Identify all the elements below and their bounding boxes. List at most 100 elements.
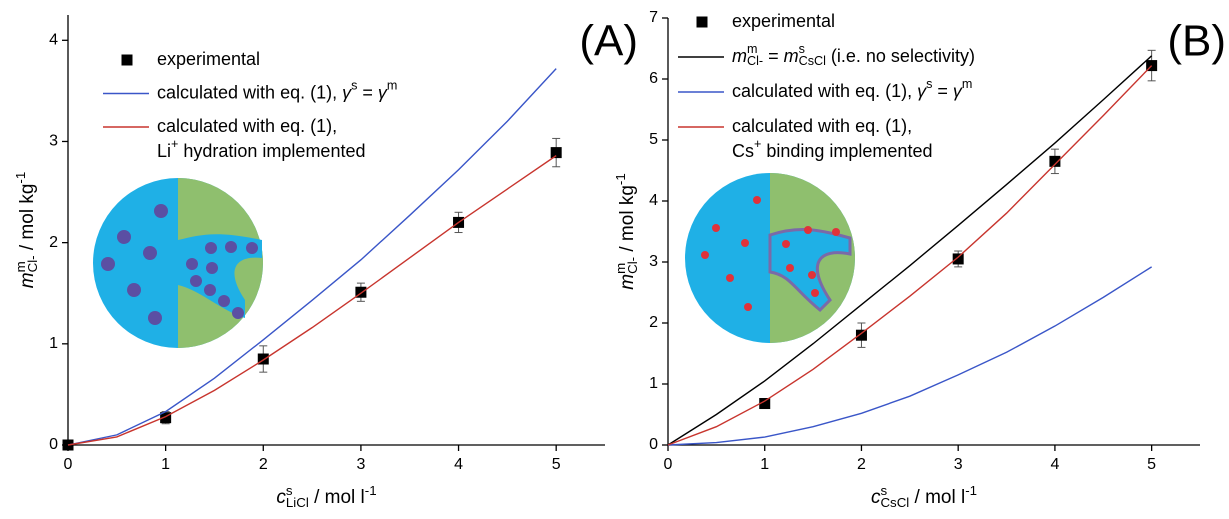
legend-label: mm Cl- = ms CsCl (i.e. no selectivity) — [732, 42, 975, 68]
series-line — [667, 266, 1153, 446]
y-tick-label: 5 — [649, 131, 658, 148]
legend-label: calculated with eq. (1), — [732, 116, 912, 136]
inset-b — [685, 173, 855, 343]
x-tick-label: 2 — [259, 456, 268, 473]
text-part: / mol l — [909, 487, 965, 508]
series-line — [667, 65, 1153, 446]
x-tick-label: 4 — [1050, 456, 1059, 473]
y-tick-label: 0 — [49, 436, 58, 453]
text-part: calculated with eq. (1), — [732, 116, 912, 136]
text-part: m — [387, 79, 398, 93]
text-part: (i.e. no selectivity) — [826, 46, 975, 66]
inset-channel — [768, 227, 852, 313]
text-part: m — [732, 46, 747, 66]
y-axis-label: mmCl- / mol kg-1 — [613, 173, 640, 289]
x-tick-label: 4 — [454, 456, 463, 473]
text-part: m — [962, 77, 973, 91]
panel-label: (B) — [1167, 17, 1226, 66]
text-part: Cl- — [25, 255, 40, 272]
text-part: m — [613, 263, 628, 274]
y-tick-label: 7 — [649, 9, 658, 26]
text-part: Cl- — [747, 54, 763, 68]
series-line — [67, 68, 557, 446]
legend-label: calculated with eq. (1), γs = γm — [157, 79, 397, 102]
legend-label: Cs+ binding implemented — [732, 137, 932, 160]
text-part: -1 — [965, 483, 977, 498]
data-point — [257, 353, 269, 365]
text-part: = — [763, 46, 784, 66]
text-part: LiCl — [286, 495, 309, 510]
text-part: m — [747, 42, 758, 56]
legend-label: Li+ hydration implemented — [157, 137, 365, 160]
x-tick-label: 1 — [161, 456, 170, 473]
text-part: + — [754, 137, 761, 151]
data-point — [759, 398, 771, 410]
y-tick-label: 3 — [49, 133, 58, 150]
text-part: CsCl — [799, 54, 826, 68]
inset-ions — [701, 196, 840, 311]
text-part: calculated with eq. (1), — [732, 81, 917, 101]
y-tick-label: 3 — [649, 253, 658, 270]
y-axis-label: mmCl- / mol kg-1 — [13, 172, 40, 288]
data-point — [1049, 155, 1061, 167]
text-part: γ — [342, 82, 352, 102]
x-axis-label: cs CsCl / mol l-1 — [871, 483, 977, 510]
data-point — [952, 253, 964, 265]
legend-marker — [696, 16, 708, 28]
text-part: γ — [953, 81, 963, 101]
text-part: m — [784, 46, 799, 66]
inset-channel — [178, 234, 262, 318]
text-part: / mol l — [309, 487, 365, 508]
text-part: calculated with eq. (1), — [157, 82, 342, 102]
text-part: -1 — [365, 483, 377, 498]
text-part: s — [286, 483, 293, 498]
text-part: = — [357, 82, 378, 102]
panel-label: (A) — [579, 17, 638, 66]
x-tick-label: 5 — [1147, 456, 1156, 473]
inset-a — [93, 178, 263, 348]
series-line — [67, 155, 557, 446]
y-tick-label: 1 — [49, 335, 58, 352]
y-tick-label: 4 — [49, 32, 58, 49]
x-tick-label: 3 — [356, 456, 365, 473]
x-tick-label: 0 — [64, 456, 73, 473]
text-part: / mol kg — [617, 185, 638, 257]
x-axis-label: cs LiCl / mol l-1 — [276, 483, 376, 510]
text-part: Li — [157, 141, 171, 161]
x-tick-label: 3 — [954, 456, 963, 473]
text-part: experimental — [732, 11, 835, 31]
data-point — [355, 286, 367, 298]
data-point — [160, 412, 172, 424]
text-part: / mol kg — [17, 184, 38, 256]
y-tick-label: 0 — [649, 436, 658, 453]
text-part: s — [351, 79, 357, 93]
x-tick-label: 1 — [760, 456, 769, 473]
text-part: c — [871, 487, 881, 508]
text-part: binding implemented — [761, 141, 932, 161]
legend-label: calculated with eq. (1), — [157, 116, 337, 136]
y-tick-label: 4 — [649, 192, 658, 209]
text-part: m — [17, 272, 38, 288]
legend-label: experimental — [732, 11, 835, 31]
text-part: Cl- — [625, 257, 640, 274]
text-part: γ — [917, 81, 927, 101]
text-part: c — [276, 487, 286, 508]
text-part: m — [617, 274, 638, 290]
text-part: s — [799, 42, 805, 56]
legend-label: experimental — [157, 49, 260, 69]
text-part: hydration implemented — [178, 141, 365, 161]
text-part: CsCl — [880, 495, 909, 510]
text-part: -1 — [613, 173, 628, 185]
legend-marker — [121, 54, 133, 66]
text-part: γ — [378, 82, 388, 102]
text-part: Cs — [732, 141, 754, 161]
text-part: -1 — [13, 172, 28, 184]
text-part: = — [932, 81, 953, 101]
x-tick-label: 5 — [552, 456, 561, 473]
text-part: experimental — [157, 49, 260, 69]
text-part: s — [880, 483, 887, 498]
text-part: s — [926, 77, 932, 91]
y-tick-label: 2 — [49, 234, 58, 251]
y-tick-label: 2 — [649, 314, 658, 331]
